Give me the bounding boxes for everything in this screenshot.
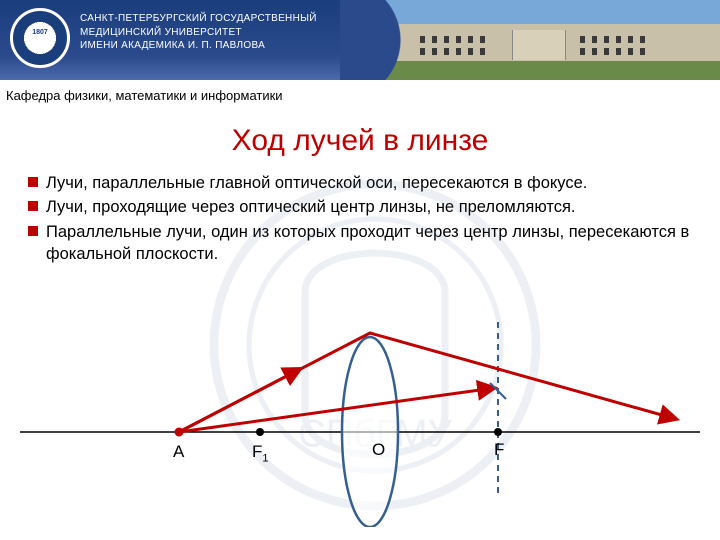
bullet-list: Лучи, параллельные главной оптической ос… <box>28 172 700 265</box>
bullet-text: Параллельные лучи, один из которых прохо… <box>46 221 700 266</box>
bullet-text: Лучи, проходящие через оптический центр … <box>46 196 575 218</box>
bullet-icon <box>28 226 38 236</box>
bullet-item: Параллельные лучи, один из которых прохо… <box>28 221 700 266</box>
bullet-icon <box>28 177 38 187</box>
uni-line1: САНКТ-ПЕТЕРБУРГСКИЙ ГОСУДАРСТВЕННЫЙ <box>80 12 317 26</box>
label-F1: F1 <box>252 442 269 464</box>
lens-diagram-svg <box>0 267 720 527</box>
header: САНКТ-ПЕТЕРБУРГСКИЙ ГОСУДАРСТВЕННЫЙ МЕДИ… <box>0 0 720 110</box>
bullet-icon <box>28 201 38 211</box>
point-A <box>175 428 184 437</box>
university-name: САНКТ-ПЕТЕРБУРГСКИЙ ГОСУДАРСТВЕННЫЙ МЕДИ… <box>80 12 317 53</box>
lens-shape <box>342 337 398 527</box>
lens-diagram: A F1 O F <box>0 267 720 540</box>
department-line: Кафедра физики, математики и информатики <box>6 88 283 103</box>
bullet-text: Лучи, параллельные главной оптической ос… <box>46 172 587 194</box>
label-A: A <box>173 442 184 462</box>
header-curve <box>340 0 430 80</box>
intersection-mark <box>490 383 506 399</box>
label-F: F <box>494 440 504 460</box>
point-F <box>494 428 502 436</box>
ray-through-center-guide <box>179 388 494 432</box>
uni-line3: ИМЕНИ АКАДЕМИКА И. П. ПАВЛОВА <box>80 39 317 53</box>
bullet-item: Лучи, проходящие через оптический центр … <box>28 196 700 218</box>
slide-title: Ход лучей в линзе <box>0 124 720 158</box>
uni-line2: МЕДИЦИНСКИЙ УНИВЕРСИТЕТ <box>80 26 317 40</box>
ray-refracted <box>179 333 676 432</box>
label-O: O <box>372 440 385 460</box>
point-F1 <box>256 428 264 436</box>
header-building-photo <box>380 0 720 80</box>
university-logo <box>10 8 70 68</box>
bullet-item: Лучи, параллельные главной оптической ос… <box>28 172 700 194</box>
